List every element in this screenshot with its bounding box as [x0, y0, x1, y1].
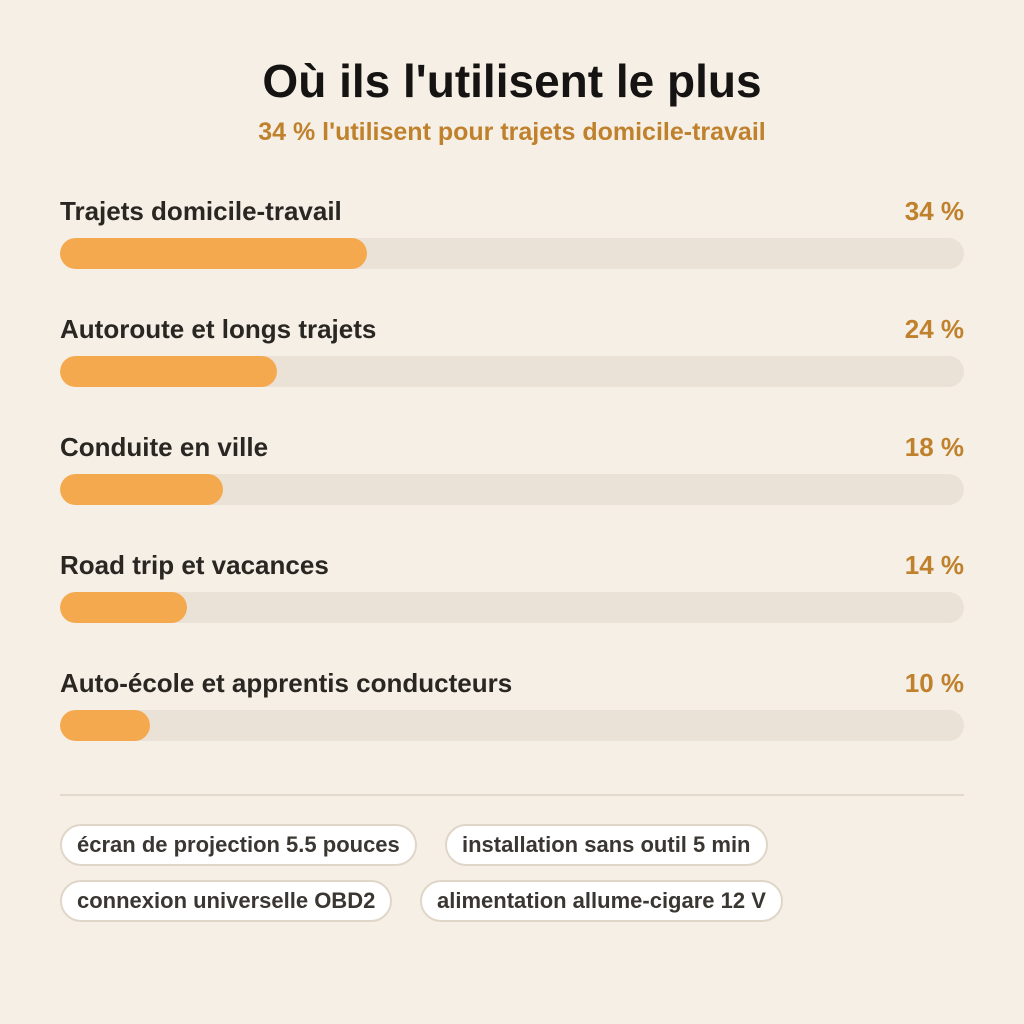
feature-tag: alimentation allume-cigare 12 V [420, 880, 783, 922]
bar [60, 592, 187, 623]
bar-label: Road trip et vacances [60, 550, 329, 580]
feature-tag: écran de projection 5.5 pouces [60, 824, 417, 866]
bar-track [60, 356, 964, 387]
bar-label: Auto-école et apprentis conducteurs [60, 668, 513, 698]
chart-subtitle: 34 % l'utilisent pour trajets domicile-t… [258, 118, 766, 146]
bar-label: Trajets domicile-travail [60, 196, 342, 226]
bar-value-label: 34 % [904, 196, 964, 226]
bar-label: Conduite en ville [60, 432, 269, 462]
bar-track [60, 710, 964, 741]
feature-tag: connexion universelle OBD2 [60, 880, 393, 922]
bar [60, 356, 277, 387]
chart-title: Où ils l'utilisent le plus [262, 55, 762, 107]
bar-row: Road trip et vacances 14 % [60, 550, 964, 630]
bar [60, 238, 367, 269]
bar-value-label: 10 % [904, 668, 964, 698]
bar-value-label: 18 % [904, 432, 964, 462]
bar-row: Conduite en ville 18 % [60, 432, 964, 512]
bar-row: Autoroute et longs trajets 24 % [60, 314, 964, 394]
bar-value-label: 14 % [904, 550, 964, 580]
bar-value-label: 24 % [904, 314, 964, 344]
bar [60, 710, 150, 741]
bar-track [60, 592, 964, 623]
feature-tag: installation sans outil 5 min [445, 824, 768, 866]
bar-row: Trajets domicile-travail 34 % [60, 196, 964, 276]
bar-row: Auto-école et apprentis conducteurs 10 % [60, 668, 964, 748]
bar-track [60, 474, 964, 505]
divider [60, 794, 964, 796]
bar-label: Autoroute et longs trajets [60, 314, 377, 344]
bar-track [60, 238, 964, 269]
bar [60, 474, 223, 505]
